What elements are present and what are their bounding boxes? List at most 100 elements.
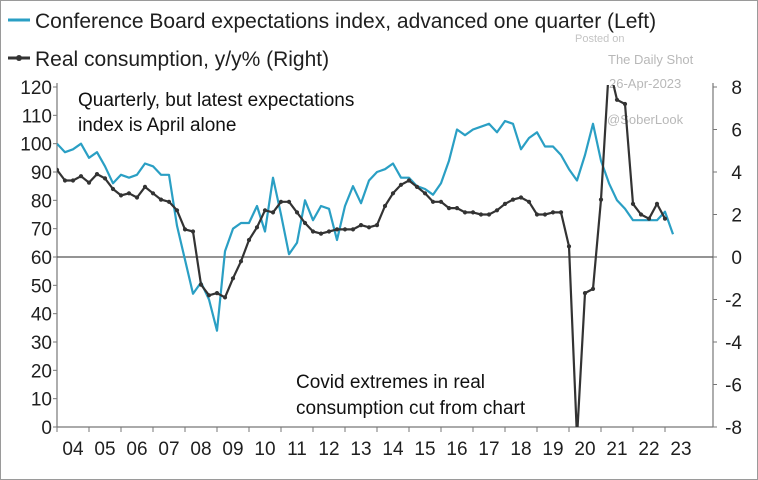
x-tick-labels: 04 05 06 07 08 09 10 11 12 13 14 15 16 17 18 19 20 21 22 23 [62, 439, 691, 460]
annotation-covid: Covid extremes in real consumption cut f… [296, 372, 526, 419]
y-left-tick-label: 10 [31, 390, 52, 411]
data-point [278, 199, 284, 204]
y-right-tick-label: 0 [731, 248, 742, 269]
data-point [598, 197, 604, 202]
data-point [57, 167, 60, 172]
data-point [446, 206, 452, 211]
data-point [86, 180, 92, 185]
data-point [326, 229, 332, 234]
x-tick-label: 11 [287, 439, 307, 460]
x-tick-label: 10 [254, 439, 275, 460]
y-left-tick-label: 80 [31, 191, 52, 212]
y-left-tick-label: 100 [20, 135, 52, 156]
data-point [198, 282, 204, 287]
data-point [510, 197, 516, 202]
data-point [102, 176, 108, 181]
y-right-tick-label: 6 [731, 121, 742, 142]
x-tick-label: 04 [62, 439, 84, 460]
data-point [542, 212, 548, 217]
x-tick-label: 13 [350, 439, 371, 460]
y-left-tick-label: 0 [41, 418, 52, 439]
data-point [414, 184, 420, 189]
data-point [614, 97, 620, 102]
x-tick-label: 14 [382, 439, 404, 460]
data-point [190, 229, 196, 234]
data-point [166, 199, 172, 204]
data-point [70, 178, 76, 183]
x-tick-label: 06 [126, 439, 147, 460]
y-left-tick-label: 40 [31, 305, 52, 326]
watermark-date: 26-Apr-2023 [609, 76, 681, 91]
data-point [462, 210, 468, 215]
x-tick-label: 07 [158, 439, 179, 460]
y-right-tick-label: -4 [725, 333, 742, 354]
data-point [630, 201, 636, 206]
x-tick-label: 19 [542, 439, 563, 460]
data-point [150, 191, 156, 196]
annotation-quarterly: Quarterly, but latest expectations index… [78, 90, 354, 136]
data-point [494, 208, 500, 213]
x-tick-label: 12 [318, 439, 339, 460]
data-point [182, 227, 188, 232]
data-point [358, 223, 364, 228]
axes [53, 83, 717, 432]
data-point [262, 208, 268, 213]
legend-label-consumption: Real consumption, y/y% (Right) [35, 48, 329, 71]
data-point [158, 197, 164, 202]
series-line [57, 119, 675, 332]
data-point [214, 291, 220, 296]
data-point [342, 227, 348, 232]
x-tick-label: 20 [574, 439, 595, 460]
data-point [534, 212, 540, 217]
data-point [398, 182, 404, 187]
data-point [558, 210, 564, 215]
data-point [470, 210, 476, 215]
legend-label-expectations: Conference Board expectations index, adv… [35, 10, 656, 33]
y-left-tick-label: 50 [31, 276, 52, 297]
y-right-tick-label: -2 [725, 291, 742, 312]
data-point [430, 199, 436, 204]
data-point [118, 193, 124, 198]
data-point [238, 259, 244, 264]
legend: Conference Board expectations index, adv… [8, 10, 656, 71]
x-tick-label: 09 [222, 439, 243, 460]
x-tick-label: 16 [446, 439, 467, 460]
data-point [302, 220, 308, 226]
data-point [126, 191, 132, 196]
data-point [422, 191, 428, 196]
y-left-tick-label: 70 [31, 220, 52, 241]
data-point [94, 172, 100, 177]
annotation-covid-line-2: consumption cut from chart [296, 398, 526, 419]
data-point [390, 191, 396, 196]
data-point [622, 101, 628, 107]
y-right-tick-label: -6 [725, 376, 742, 397]
watermark-source: The Daily Shot [608, 52, 694, 67]
data-point [406, 178, 412, 183]
data-point [286, 199, 292, 204]
data-point [374, 223, 380, 228]
data-point [638, 212, 644, 217]
data-point [382, 203, 388, 209]
data-point [502, 201, 508, 206]
data-point [246, 237, 252, 243]
annotation-quarterly-line-1: Quarterly, but latest expectations [78, 90, 354, 111]
data-point [454, 206, 460, 211]
data-point [270, 210, 276, 215]
annotation-quarterly-line-2: index is April alone [78, 115, 236, 136]
x-tick-label: 22 [638, 439, 659, 460]
y-left-tick-label: 20 [31, 361, 52, 382]
data-point [174, 208, 180, 213]
data-point [254, 225, 260, 230]
y-left-tick-label: 110 [22, 106, 52, 127]
data-point [134, 195, 140, 200]
data-point [110, 186, 116, 192]
data-point [590, 286, 596, 291]
y-right-tick-label: 2 [731, 206, 742, 227]
data-point [230, 276, 236, 281]
data-point [350, 227, 356, 232]
x-tick-label: 17 [478, 439, 499, 460]
watermark: Posted on The Daily Shot 26-Apr-2023 @So… [575, 33, 694, 127]
x-tick-label: 05 [94, 439, 115, 460]
x-tick-label: 08 [190, 439, 211, 460]
